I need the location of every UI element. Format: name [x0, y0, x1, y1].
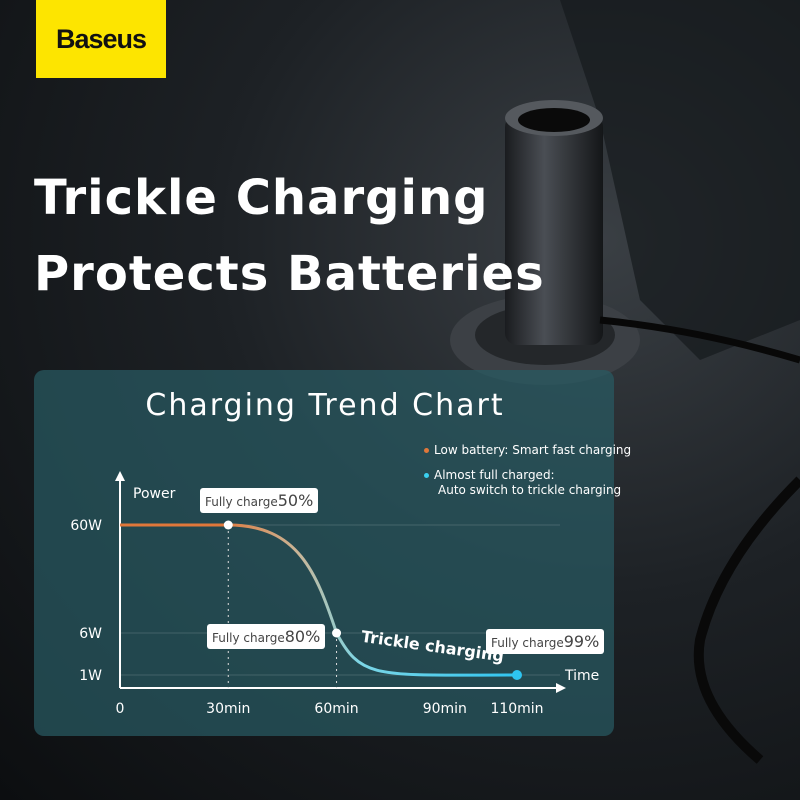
x-tick-label: 60min — [314, 701, 358, 717]
callout-fully-charge: Fully charge50% — [200, 488, 319, 513]
callout-fully-charge: Fully charge99% — [486, 629, 605, 654]
y-tick-label: 1W — [79, 668, 102, 684]
legend-label: Almost full charged: — [434, 468, 555, 482]
x-tick-label: 0 — [116, 701, 125, 717]
x-tick-label: 90min — [423, 701, 467, 717]
y-axis-arrow-icon — [115, 471, 125, 481]
callout-label: Fully charge — [491, 636, 564, 650]
y-tick-label: 6W — [79, 626, 102, 642]
data-point — [332, 628, 342, 638]
headline-line-2: Protects Batteries — [34, 246, 545, 302]
legend-label: Low battery: Smart fast charging — [434, 443, 632, 457]
headline-line-1: Trickle Charging — [34, 170, 489, 226]
callout-label: Fully charge — [212, 631, 285, 645]
x-tick-label: 110min — [490, 701, 543, 717]
callout-value: 80% — [284, 627, 321, 646]
callout-fully-charge: Fully charge80% — [207, 624, 326, 649]
blue-dot-icon — [424, 473, 429, 478]
orange-dot-icon — [424, 448, 429, 453]
legend-label: Auto switch to trickle charging — [438, 483, 622, 497]
callout-value: 50% — [277, 491, 314, 510]
y-tick-label: 60W — [70, 518, 102, 534]
baseus-logo: Baseus — [36, 0, 166, 78]
legend-item-fast: Low battery: Smart fast charging — [424, 443, 631, 458]
x-tick-label: 30min — [206, 701, 250, 717]
callout-value: 99% — [563, 632, 600, 651]
data-point — [512, 670, 522, 680]
data-point — [223, 520, 233, 530]
callout-label: Fully charge — [205, 495, 278, 509]
headline: Trickle Charging Protects Batteries — [34, 160, 545, 312]
y-axis-label: Power — [133, 486, 176, 502]
x-axis-label: Time — [564, 668, 599, 684]
legend-item-trickle: Almost full charged: Auto switch to tric… — [424, 468, 621, 498]
x-axis-arrow-icon — [556, 683, 566, 693]
chart-title: Charging Trend Chart — [145, 388, 505, 423]
